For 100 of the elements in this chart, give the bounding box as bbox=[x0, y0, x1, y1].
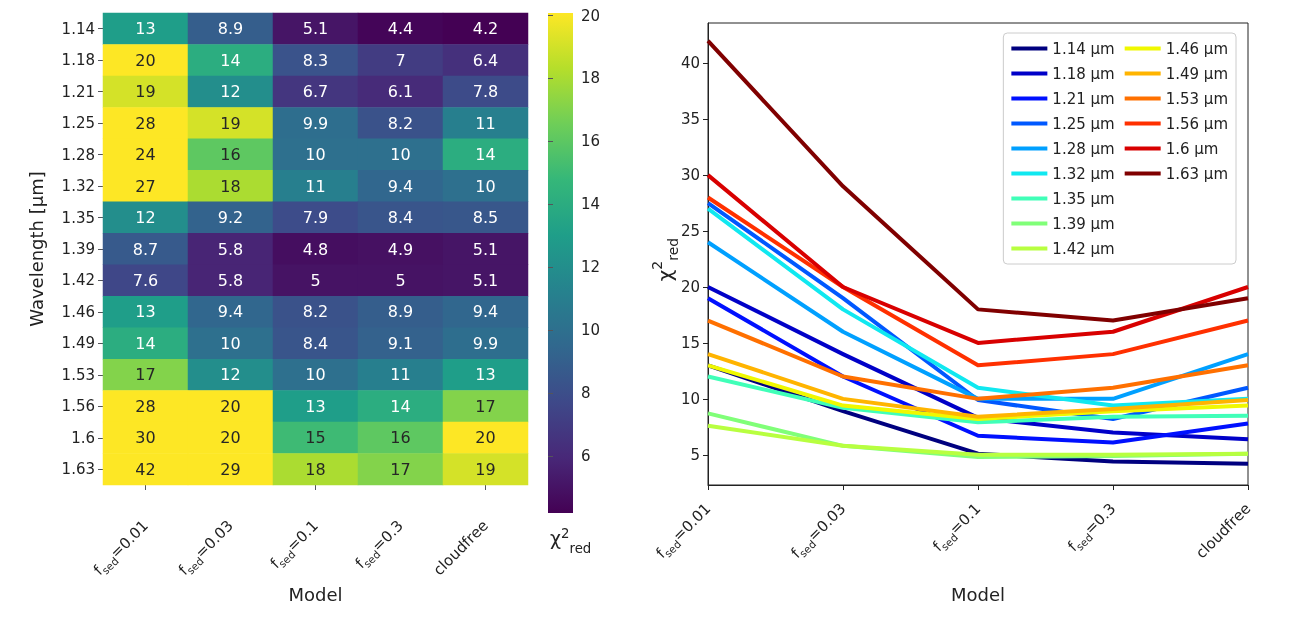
data-label: 14 bbox=[135, 333, 156, 353]
data-label: 9.4 bbox=[217, 302, 244, 322]
y-tick-label: 1.42 bbox=[61, 271, 95, 290]
y-tick-label: 15 bbox=[680, 333, 700, 352]
color-bar-label: 14 bbox=[581, 195, 601, 214]
data-label: 7.8 bbox=[472, 82, 499, 102]
line-series bbox=[706, 38, 1250, 323]
line-series bbox=[706, 363, 1250, 421]
data-label: 8.2 bbox=[387, 113, 414, 133]
y-tick-label: 25 bbox=[680, 222, 700, 241]
legend-label: 1.35 μm bbox=[1052, 189, 1115, 208]
data-label: 19 bbox=[220, 113, 241, 133]
data-label: 28 bbox=[135, 113, 156, 133]
legend-label: 1.63 μm bbox=[1165, 164, 1229, 183]
data-label: 28 bbox=[135, 396, 156, 416]
data-label: 30 bbox=[135, 428, 156, 448]
legend-label: 1.6 μm bbox=[1165, 139, 1219, 158]
data-label: 17 bbox=[135, 365, 156, 385]
data-label: 8.9 bbox=[387, 302, 414, 322]
data-label: 20 bbox=[475, 428, 496, 448]
data-label: 8.4 bbox=[302, 333, 329, 353]
data-label: 29 bbox=[220, 459, 241, 479]
data-label: 7.6 bbox=[132, 270, 159, 290]
legend-label: 1.56 μm bbox=[1165, 114, 1229, 133]
line-series bbox=[706, 318, 1250, 401]
data-label: 8.5 bbox=[472, 208, 499, 228]
data-label: 9.9 bbox=[302, 113, 329, 133]
y-tick-label: 10 bbox=[680, 389, 700, 408]
data-label: 13 bbox=[135, 302, 156, 322]
data-label: 9.4 bbox=[472, 302, 499, 322]
data-label: 17 bbox=[390, 459, 411, 479]
data-label: 42 bbox=[135, 459, 156, 479]
data-label: 4.4 bbox=[387, 19, 414, 39]
data-label: 18 bbox=[305, 459, 326, 479]
data-label: 9.1 bbox=[387, 333, 414, 353]
color-bar-label: 20 bbox=[581, 6, 601, 25]
data-label: 5.1 bbox=[302, 19, 329, 39]
data-label: 9.4 bbox=[387, 176, 414, 196]
y-tick-label: 1.39 bbox=[61, 240, 95, 258]
line-series bbox=[706, 352, 1250, 419]
y-tick-label: 40 bbox=[680, 54, 700, 73]
legend-label: 1.25 μm bbox=[1052, 114, 1115, 133]
data-label: 10 bbox=[305, 145, 326, 165]
y-tick-label: 20 bbox=[680, 278, 700, 296]
y-tick-label: 30 bbox=[680, 166, 700, 185]
y-tick-label: 1.14 bbox=[61, 19, 95, 38]
legend-label: 1.32 μm bbox=[1052, 164, 1115, 183]
color-bar-label: 10 bbox=[581, 321, 601, 340]
data-label: 13 bbox=[475, 365, 496, 385]
y-tick-label: 1.25 bbox=[61, 114, 95, 133]
data-label: 4.2 bbox=[472, 19, 499, 39]
legend-label: 1.39 μm bbox=[1052, 214, 1115, 233]
data-label: 20 bbox=[220, 396, 241, 416]
y-tick-label: 5 bbox=[690, 445, 700, 464]
data-label: 14 bbox=[475, 145, 496, 165]
data-label: 13 bbox=[305, 396, 326, 416]
data-label: 7 bbox=[395, 50, 406, 70]
data-label: 16 bbox=[390, 428, 411, 448]
data-label: 5.1 bbox=[472, 270, 499, 290]
data-label: 11 bbox=[475, 113, 496, 133]
data-label: 9.9 bbox=[472, 333, 499, 353]
data-label: 24 bbox=[135, 145, 156, 165]
y-tick-label: 1.35 bbox=[61, 208, 95, 227]
data-label: 14 bbox=[390, 396, 411, 416]
color-bar-label: 8 bbox=[581, 384, 591, 403]
legend-label: 1.49 μm bbox=[1165, 64, 1229, 83]
color-bar-label: 6 bbox=[581, 447, 591, 466]
y-tick-label: 1.49 bbox=[61, 334, 95, 353]
data-label: 7.9 bbox=[302, 208, 329, 228]
line-series bbox=[706, 374, 1250, 425]
y-tick-label: 1.21 bbox=[61, 82, 95, 101]
data-label: 5 bbox=[310, 270, 321, 290]
data-label: 4.9 bbox=[387, 239, 414, 259]
data-label: 11 bbox=[390, 365, 411, 385]
legend-label: 1.42 μm bbox=[1052, 239, 1115, 258]
data-label: 5.8 bbox=[217, 239, 244, 259]
data-label: 12 bbox=[220, 82, 241, 102]
x-axis-title: Model bbox=[950, 583, 1006, 605]
y-tick-label: 1.18 bbox=[61, 51, 95, 70]
data-label: 10 bbox=[305, 365, 326, 385]
data-label: 19 bbox=[475, 459, 496, 479]
data-label: 5.8 bbox=[217, 270, 244, 290]
y-tick-label: 1.63 bbox=[61, 460, 95, 479]
color-bar-label: 18 bbox=[581, 69, 601, 88]
y-tick-label: 35 bbox=[680, 110, 700, 129]
data-label: 5 bbox=[395, 270, 406, 290]
data-label: 27 bbox=[135, 176, 156, 196]
data-label: 17 bbox=[475, 396, 496, 416]
data-label: 9.2 bbox=[217, 208, 244, 228]
legend-label: 1.18 μm bbox=[1052, 64, 1115, 83]
data-label: 5.1 bbox=[472, 239, 499, 259]
data-label: 10 bbox=[390, 145, 411, 165]
data-label: 6.7 bbox=[302, 82, 329, 102]
data-label: 12 bbox=[135, 208, 156, 228]
y-axis-title: Wavelength [μm] bbox=[25, 171, 47, 327]
data-label: 8.2 bbox=[302, 302, 329, 322]
data-label: 6.1 bbox=[387, 82, 414, 102]
legend-label: 1.21 μm bbox=[1052, 89, 1115, 108]
legend-label: 1.28 μm bbox=[1052, 139, 1115, 158]
data-label: 10 bbox=[220, 333, 241, 353]
